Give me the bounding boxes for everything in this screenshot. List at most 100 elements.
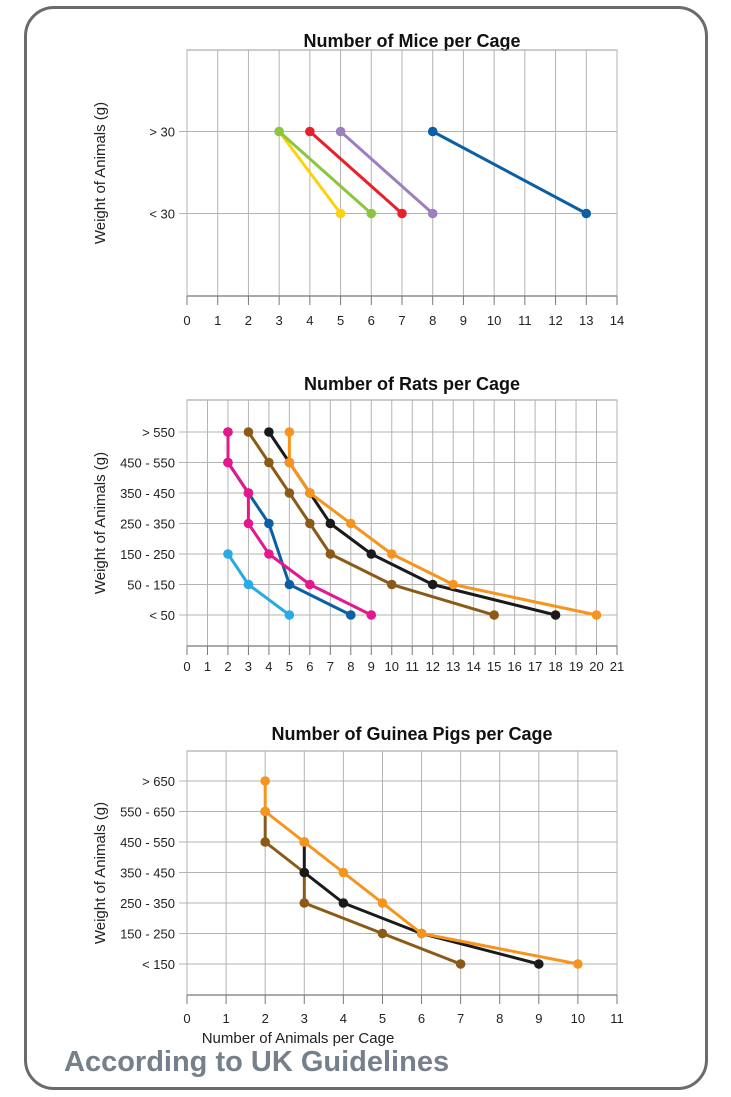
data-point <box>550 610 561 620</box>
y-tick-label: 150 - 250 <box>120 547 175 562</box>
x-tick-label: 11 <box>610 1011 624 1026</box>
x-tick-label: 18 <box>548 659 562 674</box>
x-tick-label: 2 <box>224 659 231 674</box>
data-point <box>573 959 583 969</box>
x-tick-label: 8 <box>496 1011 503 1026</box>
y-axis-label: Weight of Animals (g) <box>92 802 109 944</box>
x-tick-label: 15 <box>487 659 501 674</box>
data-point <box>264 549 274 559</box>
x-tick-label: 11 <box>405 659 419 674</box>
data-point <box>427 126 438 137</box>
y-tick-label: < 150 <box>142 957 175 972</box>
series-line <box>277 130 342 215</box>
data-point <box>284 610 295 620</box>
x-tick-label: 6 <box>368 313 375 328</box>
data-point <box>284 488 295 498</box>
y-tick-label: 150 - 250 <box>120 927 175 942</box>
data-point <box>223 427 233 437</box>
y-tick-label: 50 - 150 <box>127 578 175 593</box>
x-tick-label: 4 <box>265 659 272 674</box>
x-tick-label: 1 <box>214 313 221 328</box>
y-tick-label: 350 - 450 <box>120 866 175 881</box>
x-tick-label: 1 <box>222 1011 229 1026</box>
data-point <box>243 427 254 437</box>
data-point <box>223 549 233 559</box>
data-point <box>305 518 315 529</box>
x-tick-label: 5 <box>286 659 293 674</box>
x-axis-label: Number of Animals per Cage <box>202 1030 395 1047</box>
data-point <box>377 898 388 908</box>
x-tick-label: 2 <box>245 313 252 328</box>
y-tick-label: < 50 <box>149 608 175 623</box>
data-point <box>260 837 270 847</box>
data-point <box>346 610 356 620</box>
x-tick-label: 3 <box>245 659 252 674</box>
x-tick-label: 4 <box>306 313 313 328</box>
data-point <box>264 427 274 437</box>
data-point <box>346 518 356 529</box>
x-tick-label: 10 <box>487 313 501 328</box>
data-point <box>591 610 602 620</box>
data-point <box>335 208 346 219</box>
data-point <box>427 579 438 590</box>
data-point <box>299 837 310 847</box>
data-point <box>386 579 397 590</box>
series-line <box>431 130 588 215</box>
data-point <box>243 518 254 529</box>
data-point <box>325 518 336 529</box>
data-point <box>427 208 438 219</box>
x-tick-label: 10 <box>385 659 399 674</box>
data-point <box>284 427 295 437</box>
data-point <box>581 208 592 219</box>
y-axis-label: Weight of Animals (g) <box>92 102 109 244</box>
x-tick-label: 7 <box>457 1011 464 1026</box>
y-tick-label: 250 - 350 <box>120 517 175 532</box>
data-point <box>335 126 346 137</box>
data-point <box>264 518 274 529</box>
x-tick-label: 5 <box>337 313 344 328</box>
x-tick-label: 1 <box>204 659 211 674</box>
data-point <box>366 549 377 559</box>
y-tick-label: 450 - 550 <box>120 456 175 471</box>
data-point <box>305 488 315 498</box>
x-tick-label: 4 <box>340 1011 347 1026</box>
series-line <box>278 130 373 215</box>
x-tick-label: 13 <box>579 313 593 328</box>
y-tick-label: < 30 <box>149 207 175 222</box>
data-point <box>416 928 427 939</box>
y-tick-label: 350 - 450 <box>120 486 175 501</box>
x-tick-label: 3 <box>276 313 283 328</box>
x-tick-label: 14 <box>466 659 480 674</box>
chart-title: Number of Rats per Cage <box>304 374 520 394</box>
x-tick-label: 11 <box>518 313 532 328</box>
data-point <box>366 610 377 620</box>
x-tick-label: 0 <box>183 313 190 328</box>
data-point <box>534 959 544 969</box>
data-point <box>397 208 407 219</box>
data-point <box>260 806 270 817</box>
data-point <box>305 579 315 590</box>
data-point <box>325 549 336 559</box>
y-tick-label: > 30 <box>149 125 175 140</box>
series-line <box>308 130 403 215</box>
data-point <box>386 549 397 559</box>
data-point <box>264 457 274 468</box>
chart-title: Number of Mice per Cage <box>303 31 520 51</box>
data-point <box>299 867 310 878</box>
data-point <box>305 126 315 137</box>
x-tick-label: 16 <box>507 659 521 674</box>
data-point <box>366 208 377 219</box>
x-tick-label: 14 <box>610 313 624 328</box>
data-point <box>260 776 270 786</box>
x-tick-label: 12 <box>548 313 562 328</box>
figure-frame <box>24 6 708 1090</box>
y-tick-label: 450 - 550 <box>120 835 175 850</box>
guinea-pigs-chart: Number of Guinea Pigs per Cage 0 1 2 3 4 5 6 7 8 9… <box>92 724 624 1047</box>
data-point <box>284 457 295 468</box>
data-point <box>448 579 458 590</box>
x-tick-label: 6 <box>306 659 313 674</box>
data-point <box>274 126 284 137</box>
